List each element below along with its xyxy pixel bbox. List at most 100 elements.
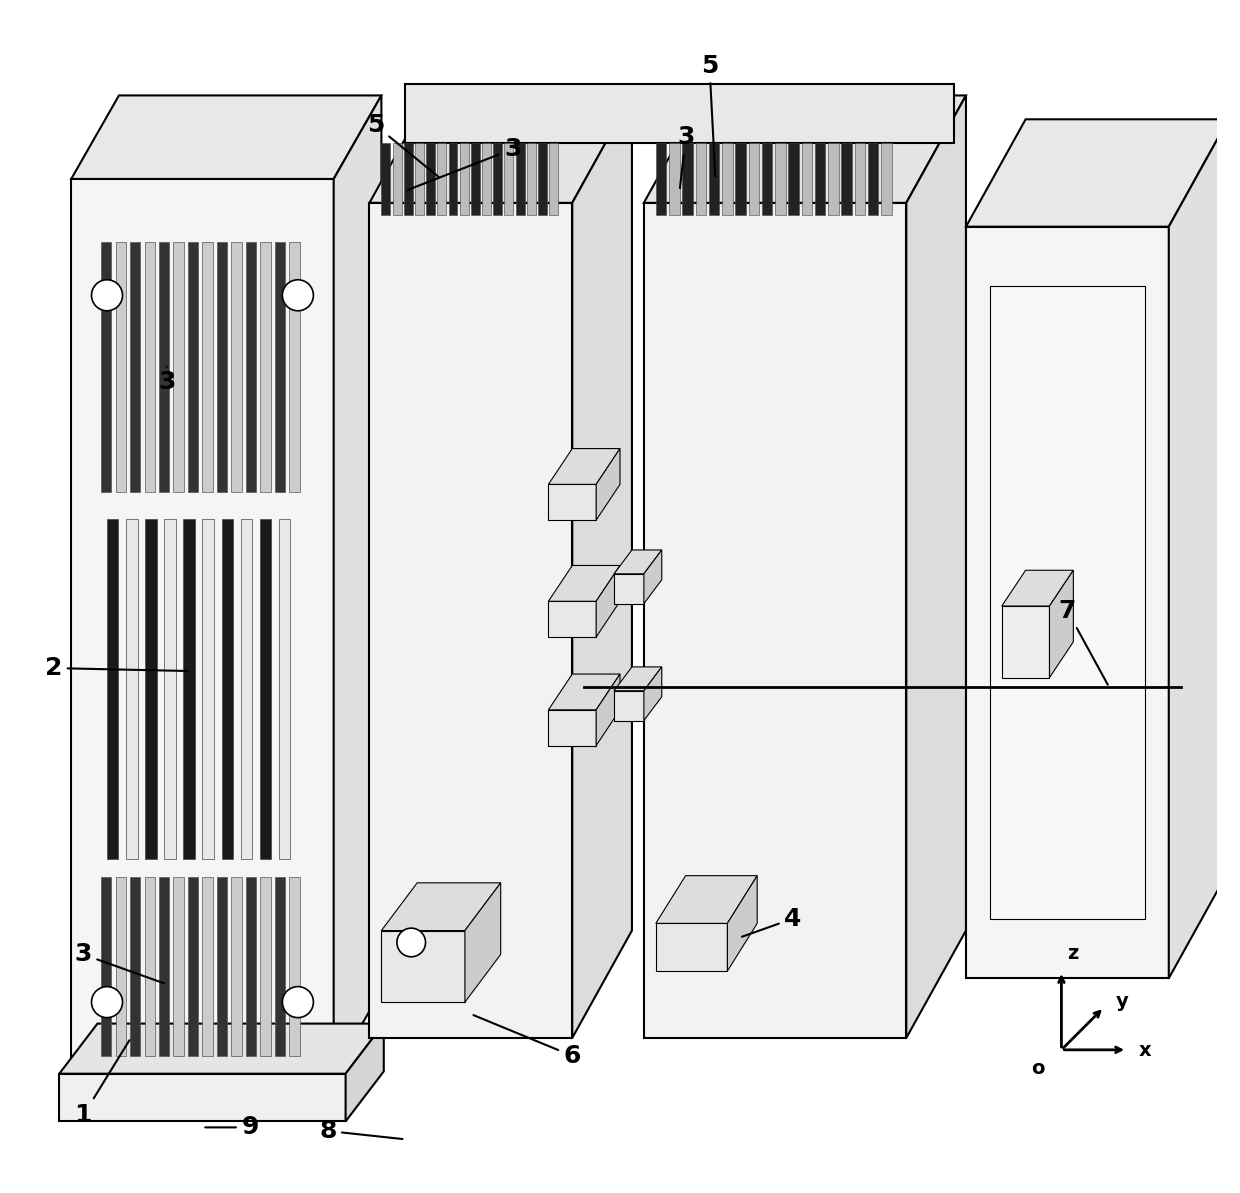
Polygon shape (644, 550, 662, 604)
Polygon shape (382, 883, 501, 931)
Polygon shape (382, 143, 391, 215)
Text: o: o (1030, 1058, 1044, 1077)
Polygon shape (573, 95, 632, 1038)
Circle shape (283, 987, 314, 1018)
Polygon shape (854, 143, 866, 215)
Polygon shape (882, 143, 892, 215)
Polygon shape (596, 565, 620, 637)
Text: 3: 3 (677, 125, 694, 188)
Polygon shape (370, 95, 632, 203)
Polygon shape (188, 877, 198, 1056)
Polygon shape (159, 241, 169, 492)
Polygon shape (217, 877, 227, 1056)
Polygon shape (346, 1024, 384, 1121)
Polygon shape (164, 519, 176, 859)
Polygon shape (260, 877, 270, 1056)
Polygon shape (145, 877, 155, 1056)
Polygon shape (465, 883, 501, 1002)
Polygon shape (656, 876, 758, 923)
Polygon shape (656, 923, 728, 971)
Polygon shape (1049, 570, 1074, 678)
Polygon shape (614, 667, 662, 691)
Polygon shape (279, 519, 290, 859)
Polygon shape (130, 241, 140, 492)
Polygon shape (188, 241, 198, 492)
Polygon shape (549, 143, 558, 215)
Polygon shape (494, 143, 502, 215)
Polygon shape (405, 84, 954, 143)
Polygon shape (202, 241, 212, 492)
Polygon shape (505, 143, 513, 215)
Polygon shape (527, 143, 536, 215)
Polygon shape (334, 95, 382, 1074)
Polygon shape (656, 143, 666, 215)
Polygon shape (232, 877, 242, 1056)
Polygon shape (842, 143, 852, 215)
Polygon shape (370, 203, 573, 1038)
Polygon shape (393, 143, 402, 215)
Polygon shape (232, 241, 242, 492)
Polygon shape (289, 241, 300, 492)
Polygon shape (115, 877, 125, 1056)
Polygon shape (289, 877, 300, 1056)
Polygon shape (174, 241, 184, 492)
Polygon shape (906, 95, 966, 1038)
Polygon shape (71, 95, 382, 179)
Circle shape (92, 279, 123, 311)
Circle shape (397, 928, 425, 957)
Polygon shape (404, 143, 413, 215)
Polygon shape (1169, 119, 1229, 978)
Polygon shape (868, 143, 878, 215)
Polygon shape (1002, 570, 1074, 606)
Polygon shape (100, 877, 112, 1056)
Text: 8: 8 (319, 1119, 403, 1143)
Text: 7: 7 (1059, 599, 1107, 685)
Polygon shape (275, 241, 285, 492)
Circle shape (283, 279, 314, 311)
Polygon shape (614, 550, 662, 574)
Polygon shape (644, 95, 966, 203)
Polygon shape (548, 710, 596, 746)
Polygon shape (260, 241, 270, 492)
Polygon shape (130, 877, 140, 1056)
Text: 3: 3 (74, 942, 164, 983)
Polygon shape (670, 143, 680, 215)
Polygon shape (145, 519, 156, 859)
Polygon shape (246, 877, 255, 1056)
Polygon shape (614, 574, 644, 604)
Polygon shape (548, 565, 620, 601)
Polygon shape (259, 519, 272, 859)
Polygon shape (815, 143, 826, 215)
Polygon shape (202, 877, 212, 1056)
Polygon shape (60, 1024, 384, 1074)
Polygon shape (460, 143, 469, 215)
Polygon shape (449, 143, 458, 215)
Polygon shape (966, 119, 1229, 227)
Text: 2: 2 (45, 656, 187, 680)
Text: 4: 4 (742, 907, 802, 937)
Polygon shape (548, 484, 596, 520)
Circle shape (92, 987, 123, 1018)
Polygon shape (184, 519, 195, 859)
Polygon shape (828, 143, 838, 215)
Polygon shape (202, 519, 215, 859)
Text: 9: 9 (206, 1115, 259, 1139)
Polygon shape (217, 241, 227, 492)
Polygon shape (241, 519, 252, 859)
Polygon shape (275, 877, 285, 1056)
Text: z: z (1068, 944, 1079, 963)
Polygon shape (775, 143, 786, 215)
Polygon shape (115, 241, 125, 492)
Polygon shape (735, 143, 746, 215)
Text: x: x (1140, 1040, 1152, 1059)
Polygon shape (966, 227, 1169, 978)
Polygon shape (696, 143, 706, 215)
Polygon shape (222, 519, 233, 859)
Polygon shape (415, 143, 424, 215)
Polygon shape (644, 203, 906, 1038)
Polygon shape (1002, 606, 1049, 678)
Text: 1: 1 (74, 1040, 129, 1127)
Polygon shape (722, 143, 733, 215)
Polygon shape (174, 877, 184, 1056)
Polygon shape (614, 691, 644, 721)
